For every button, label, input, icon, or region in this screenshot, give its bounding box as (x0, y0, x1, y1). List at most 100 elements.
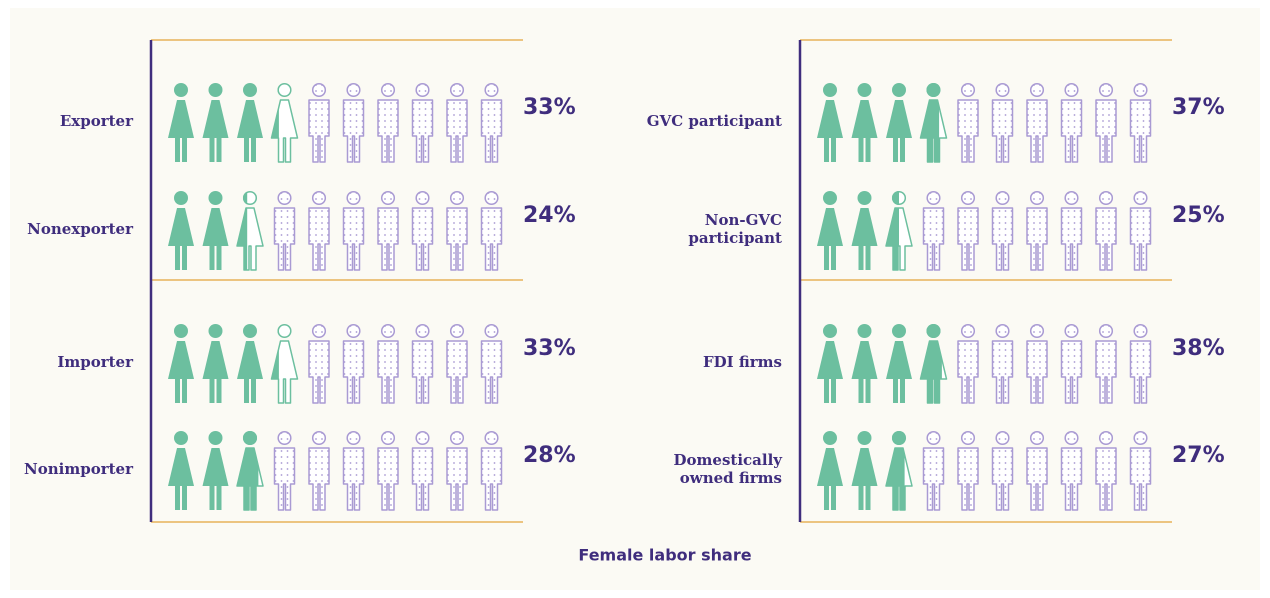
head (380, 323, 396, 339)
body (411, 99, 434, 163)
male-figure (411, 323, 434, 404)
body (991, 207, 1014, 271)
body (1060, 340, 1083, 404)
partial-fill (886, 431, 905, 510)
female-figure (886, 83, 912, 162)
body (957, 447, 979, 511)
head (174, 191, 188, 205)
category-label: FDI firms (703, 353, 782, 371)
female-figure (202, 324, 229, 403)
body (237, 341, 263, 403)
head (449, 430, 465, 446)
female-figure (817, 431, 843, 510)
head (311, 82, 327, 98)
head (1133, 190, 1148, 206)
category-label: participant (688, 229, 782, 247)
head (995, 323, 1010, 339)
male-figure (1060, 323, 1083, 404)
male-figure (308, 190, 330, 271)
female-figure (237, 83, 263, 162)
head (926, 190, 941, 206)
male-figure (480, 190, 503, 271)
female-figure (202, 83, 229, 162)
body (1026, 447, 1048, 511)
body (411, 207, 434, 271)
female-figure (817, 83, 843, 162)
female-figure (236, 190, 264, 271)
head (449, 323, 465, 339)
male-figure (377, 430, 399, 511)
head (311, 323, 327, 339)
male-figure (1095, 323, 1117, 404)
partial-fill (237, 431, 259, 510)
category-label: owned firms (680, 469, 782, 487)
female-figure (202, 191, 229, 270)
male-figure (446, 190, 468, 271)
female-figure (168, 191, 194, 270)
body (1026, 207, 1048, 271)
male-figure (1026, 82, 1048, 163)
head (277, 190, 292, 206)
body (957, 99, 979, 163)
head (1029, 190, 1045, 206)
male-figure (1060, 82, 1083, 163)
pictograph-row (817, 190, 1152, 271)
body (851, 448, 878, 510)
male-figure (342, 323, 365, 404)
head (857, 191, 872, 205)
partial-fill (886, 191, 899, 270)
head (415, 190, 430, 206)
head (277, 85, 279, 95)
male-figure (1095, 82, 1117, 163)
head (960, 323, 976, 339)
body (308, 447, 330, 511)
body (271, 106, 279, 162)
female-figure (886, 324, 912, 403)
head (243, 324, 257, 338)
body (991, 447, 1014, 511)
head (926, 324, 941, 338)
male-figure (411, 82, 434, 163)
male-figure (308, 82, 330, 163)
body (991, 340, 1014, 404)
female-figure (236, 430, 264, 511)
head (1064, 190, 1079, 206)
male-figure (308, 430, 330, 511)
male-figure (273, 190, 296, 271)
head (484, 323, 499, 339)
body (168, 208, 194, 270)
head (823, 324, 837, 338)
head (1064, 323, 1079, 339)
body (273, 447, 296, 511)
body (377, 340, 399, 404)
body (342, 207, 365, 271)
female-figure (168, 431, 194, 510)
body (1060, 99, 1083, 163)
category-label: Non-GVC (705, 211, 782, 229)
head (277, 430, 292, 446)
head (960, 430, 976, 446)
head (208, 191, 223, 205)
body (1060, 207, 1083, 271)
female-figure (919, 82, 948, 163)
female-figure (817, 324, 843, 403)
category-label: Nonexporter (27, 220, 134, 238)
male-figure (957, 430, 979, 511)
body (851, 208, 878, 270)
male-figure (1129, 323, 1152, 404)
body (308, 207, 330, 271)
value-label: 27% (1172, 443, 1225, 468)
head (346, 82, 361, 98)
male-figure (377, 323, 399, 404)
male-figure (922, 430, 945, 511)
head (243, 83, 257, 97)
body (446, 447, 468, 511)
head (415, 323, 430, 339)
head (243, 431, 257, 445)
male-figure (411, 430, 434, 511)
body (1129, 99, 1152, 163)
male-figure (957, 323, 979, 404)
category-label: Exporter (60, 112, 134, 130)
body (377, 99, 399, 163)
male-figure (446, 430, 468, 511)
